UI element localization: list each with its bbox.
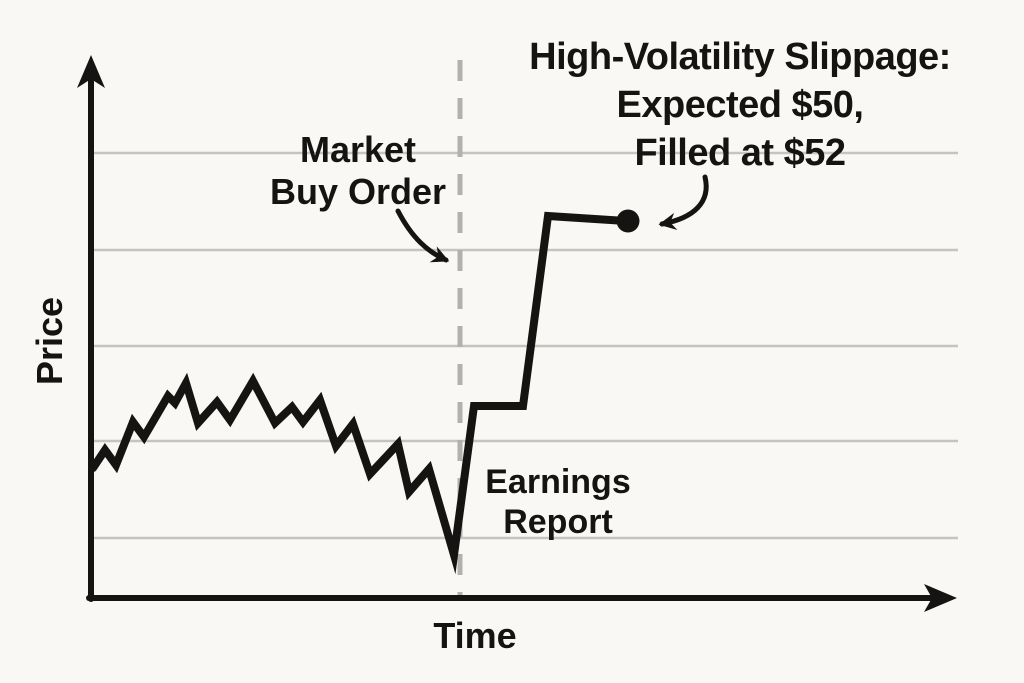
chart-title-line3: Filled at $52 (634, 132, 846, 174)
price-line (89, 211, 630, 575)
chart-title-line1: High-Volatility Slippage: (529, 36, 951, 78)
earnings-report-label: Earnings Report (433, 462, 683, 542)
x-axis (86, 584, 957, 612)
earnings-report-line2: Report (503, 503, 613, 541)
earnings-report-line1: Earnings (485, 463, 631, 501)
y-axis-label: Price (29, 296, 70, 386)
fill-point-dot (616, 209, 640, 233)
chart-title: High-Volatility Slippage: Expected $50, … (495, 33, 985, 177)
market-buy-order-line1: Market (299, 129, 417, 170)
gridlines (94, 151, 958, 540)
market-order-arrow-icon (395, 208, 450, 263)
y-axis-arrowhead-icon (77, 55, 105, 88)
x-axis-label: Time (433, 615, 517, 656)
slippage-arrow-icon (658, 174, 709, 231)
chart-title-line2: Expected $50, (616, 84, 864, 126)
x-axis-arrowhead-icon (924, 584, 957, 612)
market-buy-order-line2: Buy Order (269, 171, 447, 212)
market-buy-order-label: Market Buy Order (223, 129, 493, 213)
y-axis (77, 55, 105, 602)
